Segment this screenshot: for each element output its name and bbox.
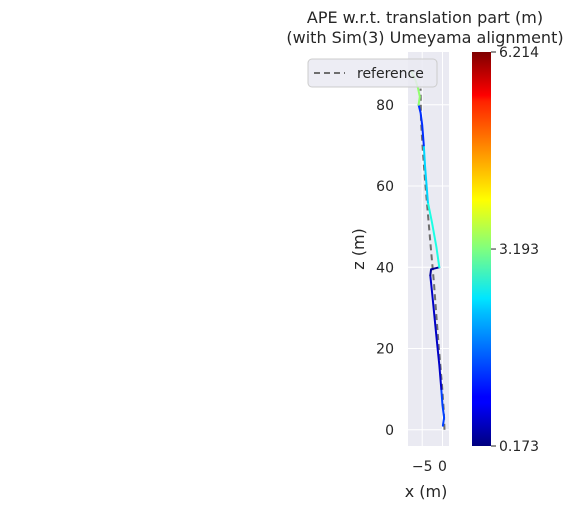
y-tick-label: 20 [376, 342, 394, 358]
reference-line [419, 88, 446, 430]
estimate-segment [440, 388, 446, 427]
legend: reference [307, 58, 438, 88]
estimate-segment [429, 266, 441, 277]
estimate-series [410, 71, 446, 427]
y-tick-label: 80 [376, 98, 394, 114]
colorbar-tick-label: 0.173 [499, 439, 539, 455]
colorbar-ticks: 0.173 3.193 6.214 [491, 45, 539, 455]
y-tick-labels: 0 20 40 60 80 [376, 98, 394, 439]
x-tick-labels: −5 0 [412, 459, 447, 475]
estimate-segment [429, 274, 443, 391]
legend-box [307, 58, 438, 88]
estimate-segment [417, 103, 425, 147]
chart-title-line2: (with Sim(3) Umeyama alignment) [286, 28, 563, 47]
colorbar-tick-label: 6.214 [499, 45, 539, 61]
y-axis-label: z (m) [349, 228, 368, 270]
x-axis-label: x (m) [405, 482, 448, 501]
y-tick-label: 40 [376, 260, 394, 276]
colorbar [472, 52, 491, 446]
estimate-segment [426, 201, 441, 269]
chart-title-line1: APE w.r.t. translation part (m) [307, 8, 543, 27]
x-tick-label: −5 [412, 459, 433, 475]
legend-reference-label: reference [357, 66, 424, 82]
reference-series [419, 88, 446, 430]
x-tick-label: 0 [438, 459, 447, 475]
y-tick-label: 60 [376, 179, 394, 195]
estimate-segment [422, 144, 429, 204]
colorbar-tick-label: 3.193 [499, 242, 539, 258]
y-tick-label: 0 [385, 423, 394, 439]
